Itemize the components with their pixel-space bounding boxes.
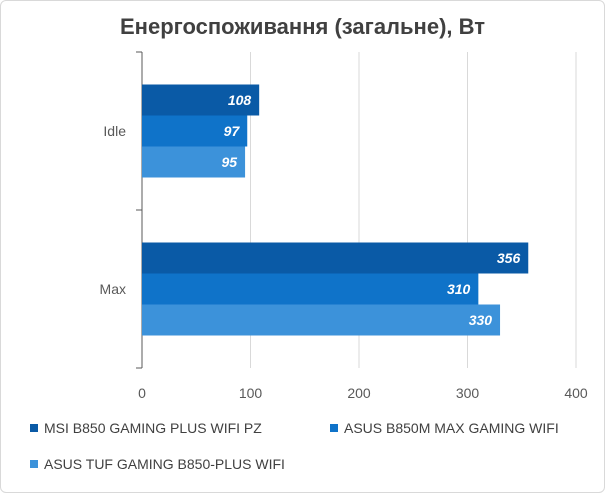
- legend-item: MSI B850 GAMING PLUS WIFI PZ: [30, 420, 262, 436]
- legend-label: MSI B850 GAMING PLUS WIFI PZ: [44, 420, 262, 436]
- data-label: 310: [447, 281, 471, 297]
- x-tick-label: 400: [564, 385, 588, 401]
- legend-label: ASUS TUF GAMING B850-PLUS WIFI: [44, 456, 285, 472]
- legend-item: ASUS TUF GAMING B850-PLUS WIFI: [30, 456, 285, 472]
- data-label: 95: [221, 154, 237, 170]
- bar: [142, 242, 529, 274]
- x-tick-label: 300: [456, 385, 480, 401]
- bar: [142, 304, 501, 336]
- data-label: 330: [469, 312, 493, 328]
- x-tick-label: 100: [239, 385, 263, 401]
- data-label: 356: [497, 250, 521, 266]
- legend-swatch: [330, 424, 338, 432]
- bar: [142, 273, 479, 305]
- bar: [142, 146, 246, 178]
- data-label: 97: [224, 123, 241, 139]
- chart-title: Енергоспоживання (загальне), Вт: [120, 14, 485, 39]
- data-label: 108: [228, 92, 252, 108]
- x-tick-label: 0: [138, 385, 146, 401]
- x-tick-label: 200: [347, 385, 371, 401]
- legend-item: ASUS B850M MAX GAMING WIFI: [330, 420, 559, 436]
- bar: [142, 115, 248, 147]
- category-label: Idle: [103, 123, 126, 139]
- legend-swatch: [30, 424, 38, 432]
- category-label: Max: [100, 281, 126, 297]
- legend-swatch: [30, 460, 38, 468]
- legend-label: ASUS B850M MAX GAMING WIFI: [344, 420, 559, 436]
- bar: [142, 84, 260, 116]
